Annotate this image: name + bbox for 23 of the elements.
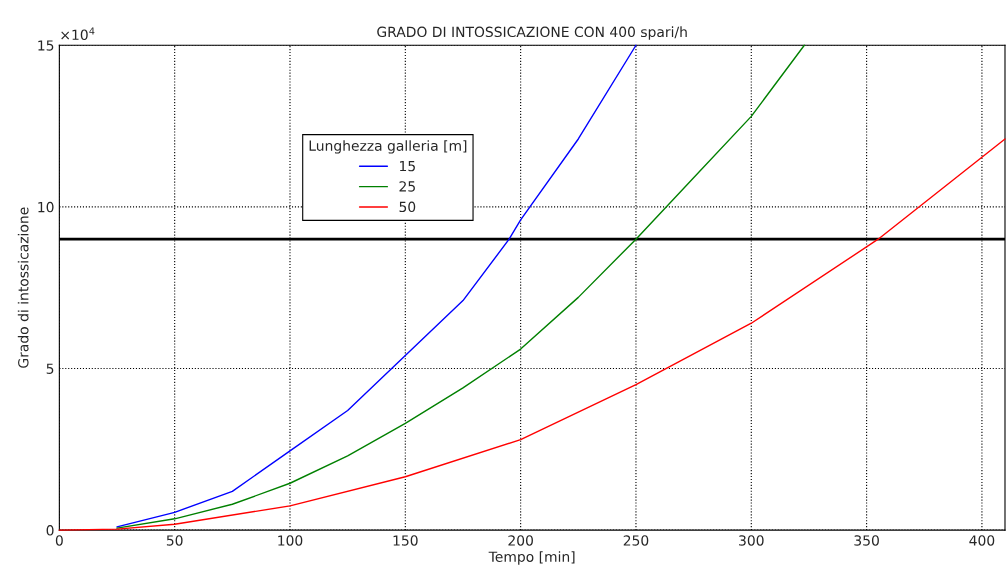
x-tick-label: 150 [393, 535, 418, 546]
y-tick-label: 10 [38, 201, 54, 213]
legend-label: 50 [399, 201, 416, 213]
legend-title: Lunghezza galleria [m] [309, 140, 467, 154]
x-tick-label: 50 [166, 535, 183, 546]
y-axis-title: Grado di intossicazione [17, 207, 29, 368]
y-tick-label: 15 [38, 40, 54, 51]
x-tick-label: 300 [739, 535, 764, 546]
x-tick-label: 100 [278, 535, 303, 546]
legend-label: 25 [399, 181, 415, 192]
chart-title: GRADO DI INTOSSICAZIONE CON 400 spari/h [377, 26, 687, 40]
x-tick-label: 200 [508, 535, 533, 546]
x-tick-label: 0 [55, 535, 63, 546]
line-series [116, 44, 806, 529]
x-axis-title: Tempo [min] [488, 551, 575, 565]
x-tick-label: 350 [854, 535, 879, 546]
x-tick-label: 400 [969, 535, 995, 546]
text: ×10$^{4}$ [61, 27, 95, 41]
line-series [116, 44, 637, 528]
y-tick-label: 0 [46, 525, 54, 536]
y-tick-label: 5 [46, 363, 54, 374]
x-tick-label: 250 [623, 535, 649, 546]
legend-label: 15 [400, 160, 415, 172]
